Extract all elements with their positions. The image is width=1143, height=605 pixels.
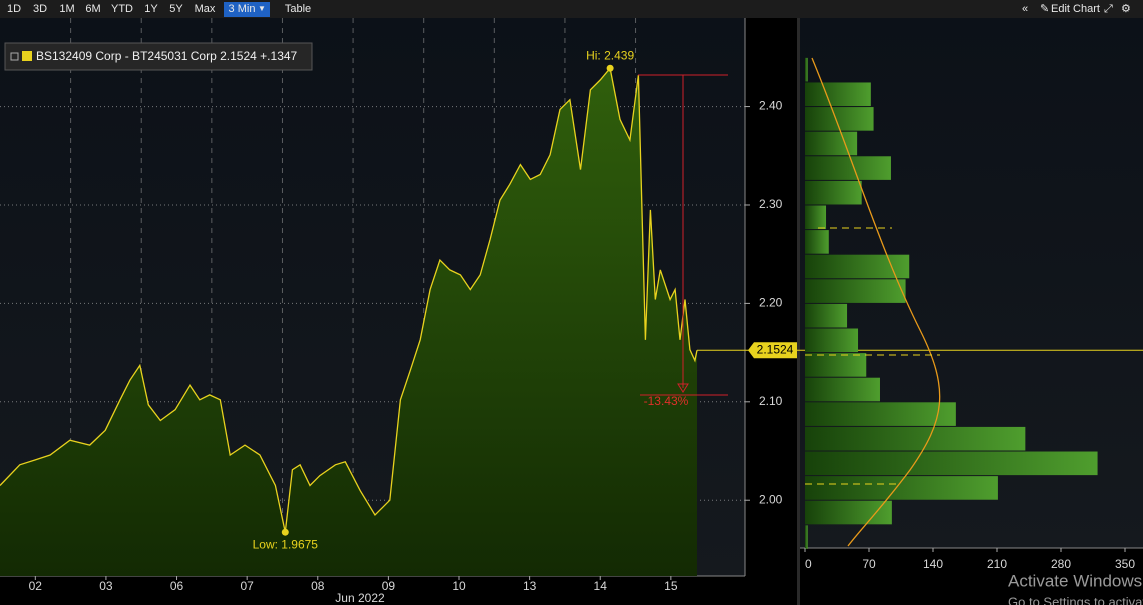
toolbar-button[interactable]: 6M (85, 3, 100, 15)
toolbar-button[interactable]: 5Y (169, 3, 183, 15)
collapse-icon[interactable]: « (1022, 3, 1028, 15)
profile-bar (805, 303, 848, 328)
settings-icon[interactable]: ⚙ (1121, 3, 1131, 15)
y-tick-label: 2.20 (759, 296, 783, 310)
x-tick-label: 140 (923, 557, 943, 571)
x-tick-label: 09 (382, 579, 396, 593)
toolbar-button[interactable]: YTD (111, 3, 133, 15)
profile-bar (805, 353, 867, 377)
profile-bar (805, 82, 871, 107)
y-tick-label: 2.10 (759, 394, 783, 408)
last-price-tag (748, 342, 797, 359)
y-tick-label: 2.00 (759, 492, 783, 506)
x-tick-label: 14 (594, 579, 608, 593)
profile-bar (805, 525, 808, 549)
x-axis-label: Jun 2022 (335, 591, 385, 605)
drawdown-arrow (677, 383, 689, 393)
x-tick-label: 07 (240, 579, 254, 593)
profile-bar (805, 205, 827, 230)
x-tick-label: 70 (862, 557, 876, 571)
profile-bar (805, 500, 892, 525)
x-tick-label: 15 (664, 579, 678, 593)
profile-bar (805, 476, 998, 500)
y-tick-label: 2.40 (759, 99, 783, 113)
legend-toggle[interactable] (10, 52, 19, 61)
hi-marker (606, 64, 614, 72)
toolbar (0, 0, 1143, 18)
toolbar-button[interactable]: 3 Min (229, 3, 256, 15)
x-tick-label: 02 (29, 579, 43, 593)
profile-bar (805, 156, 891, 180)
toolbar-button[interactable]: 1D (7, 3, 21, 15)
dropdown-icon: ▼ (258, 4, 266, 13)
distribution-curve (811, 57, 941, 547)
x-tick-label: 280 (1051, 557, 1071, 571)
profile-bar (805, 57, 808, 82)
hi-label: Hi: 2.439 (586, 48, 634, 62)
low-marker (281, 528, 289, 536)
area (0, 68, 697, 576)
legend-swatch (22, 51, 32, 61)
y-tick-label: 2.30 (759, 197, 783, 211)
active-button-bg (224, 2, 270, 17)
profile-bar (805, 131, 858, 156)
toolbar-button[interactable]: 3D (33, 3, 47, 15)
x-tick-label: 06 (170, 579, 184, 593)
expand-icon[interactable]: ⤢ (1104, 3, 1113, 15)
legend-text: BS132409 Corp - BT245031 Corp 2.1524 +.1… (36, 49, 298, 63)
profile-bar (805, 426, 1026, 451)
x-tick-label: 08 (311, 579, 325, 593)
profile-bar (805, 451, 1098, 476)
profile-bar (805, 377, 880, 402)
x-tick-label: 0 (805, 557, 812, 571)
watermark-title: Activate Windows (1008, 571, 1142, 590)
low-label: Low: 1.9675 (253, 537, 319, 551)
legend (4, 42, 313, 71)
x-tick-label: 13 (523, 579, 537, 593)
legend-last: 2.1524 (220, 49, 257, 63)
legend-series: BS132409 Corp - BT245031 Corp (36, 49, 217, 63)
toolbar-button[interactable]: Max (195, 3, 216, 15)
x-tick-label: 350 (1115, 557, 1135, 571)
x-tick-label: 10 (452, 579, 466, 593)
edit-chart[interactable]: Edit Chart (1051, 3, 1100, 15)
profile-bar (805, 230, 829, 254)
plot: 2.00 2.10 2.20 2.30 2.40 02 03 06 07 08 09 10 13 14 15… (0, 18, 1143, 605)
last-price-label: 2.1524 (757, 342, 794, 356)
legend-change: +.1347 (260, 49, 297, 63)
toolbar-button[interactable]: Table (285, 3, 311, 15)
x-tick-label: 03 (99, 579, 113, 593)
edit-icon[interactable]: ✎ (1040, 3, 1049, 15)
toolbar-buttons: 1D 3D 1M 6M YTD 1Y 5Y Max 3 Min ▼ Table (7, 2, 311, 17)
profile-bar (805, 279, 906, 303)
watermark-subtitle: Go to Settings to activate Windows. (1008, 594, 1143, 605)
profile-bar (805, 402, 956, 426)
profile-bar (805, 254, 910, 279)
toolbar-button[interactable]: 1Y (144, 3, 158, 15)
drawdown-label: -13.43% (644, 394, 689, 408)
x-tick-label: 210 (987, 557, 1007, 571)
divider (797, 18, 800, 605)
profile-bar (805, 328, 859, 353)
profile-bar (805, 180, 862, 205)
toolbar-button[interactable]: 1M (59, 3, 74, 15)
profile-bar (805, 107, 874, 131)
